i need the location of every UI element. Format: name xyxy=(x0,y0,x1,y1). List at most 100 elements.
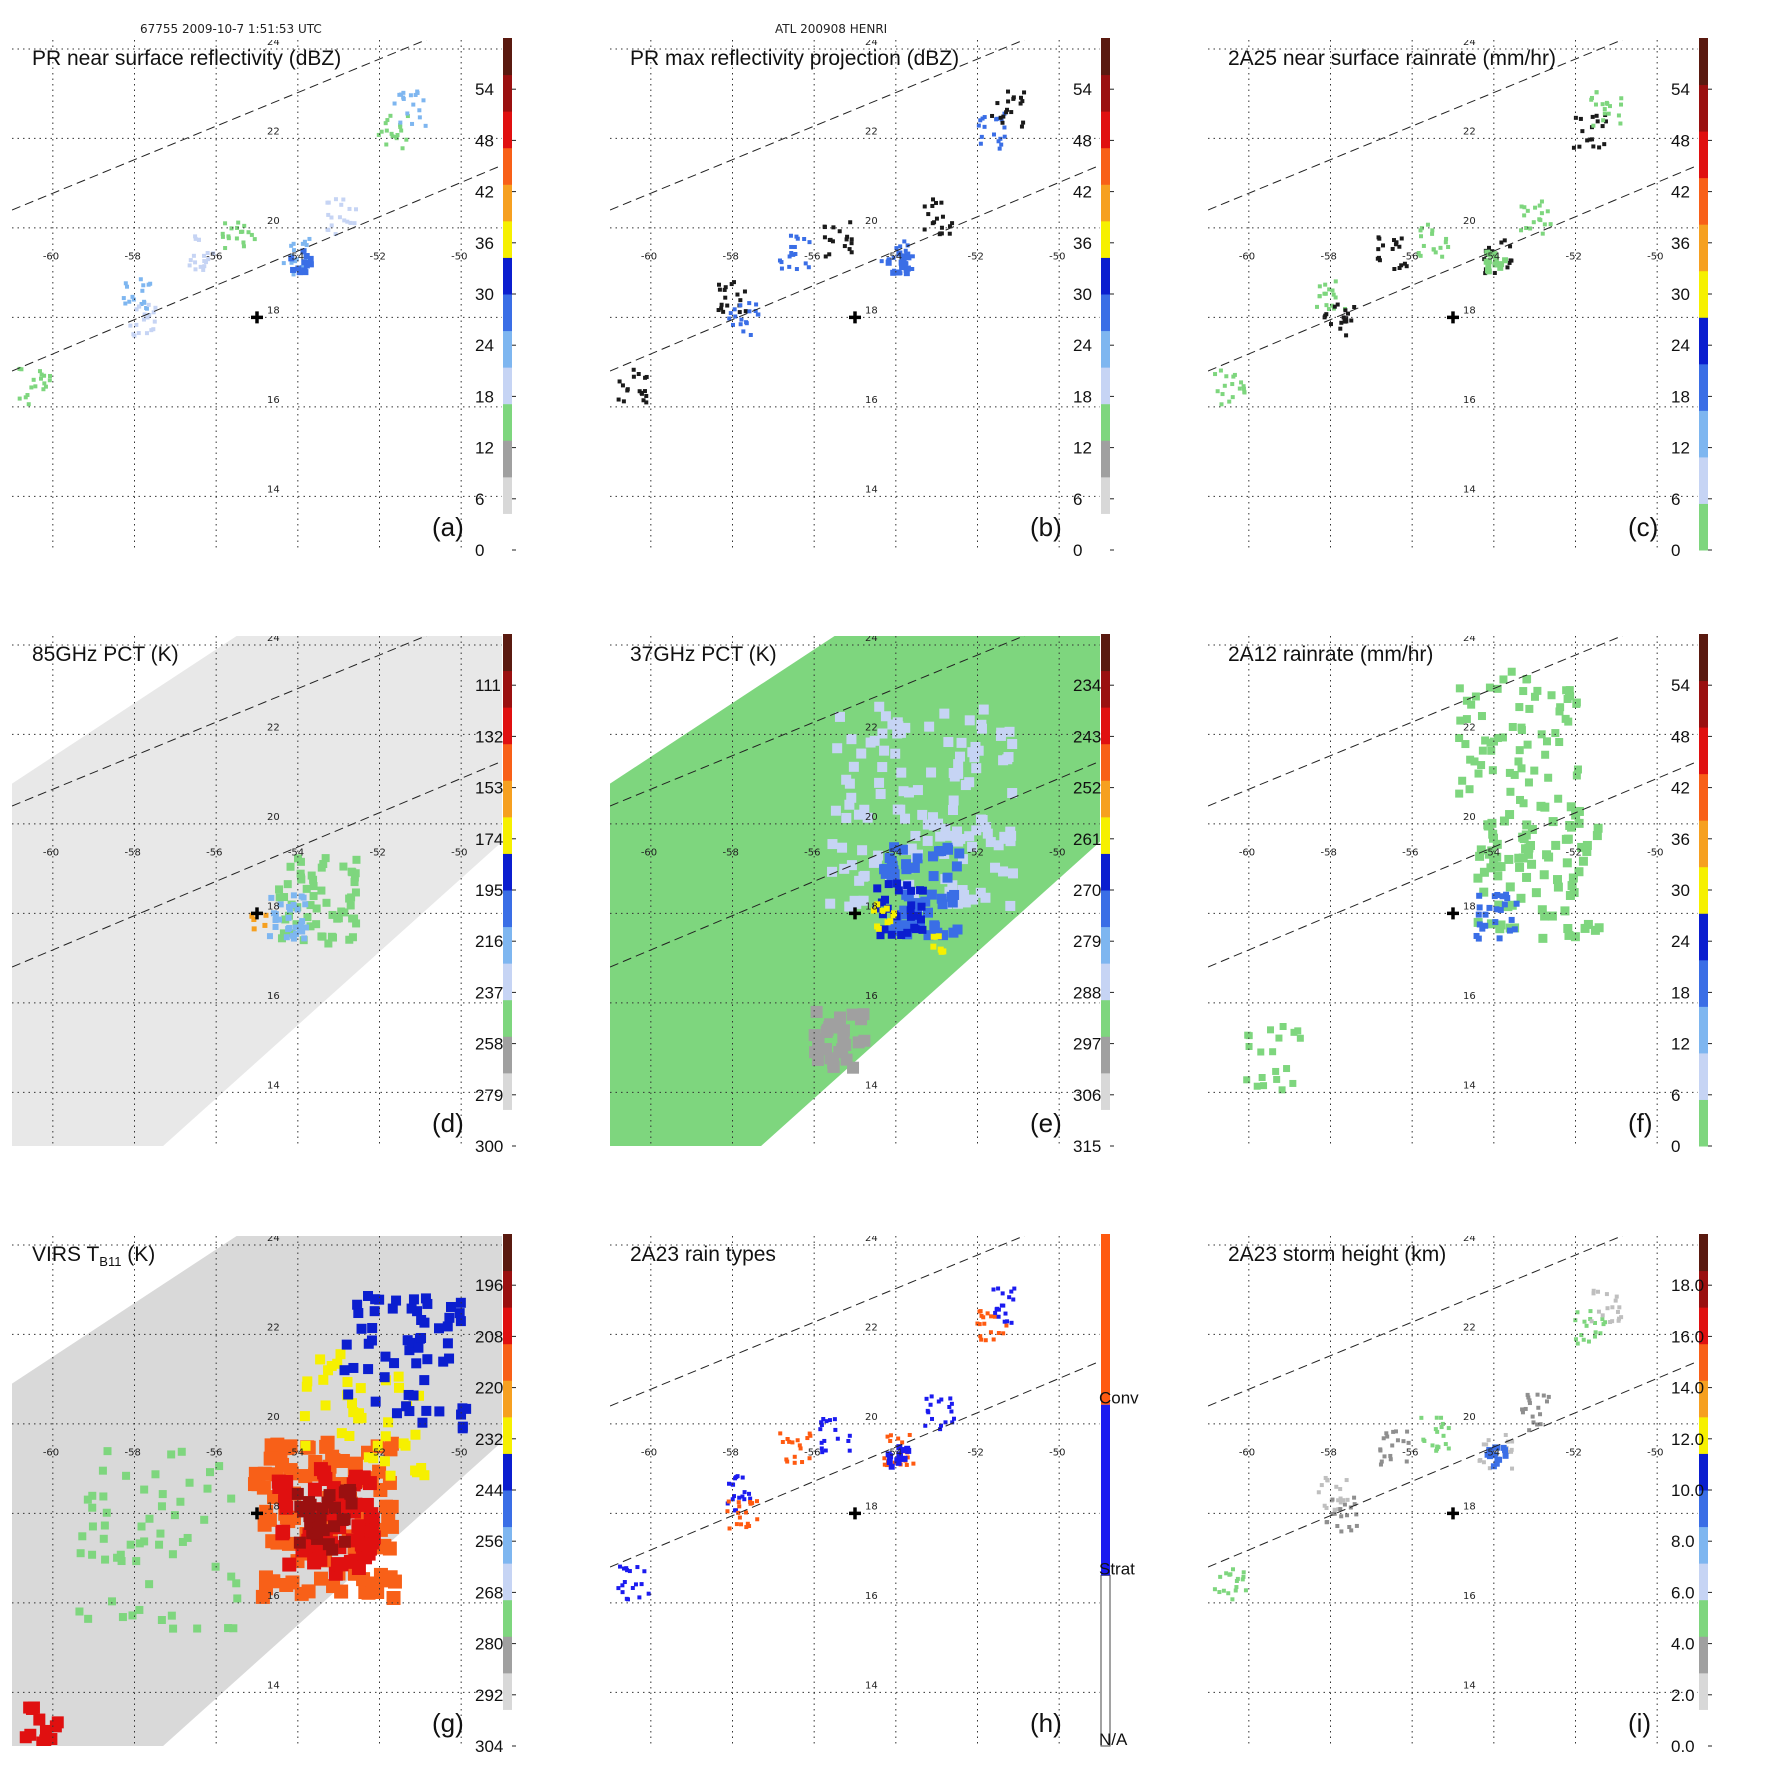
data-cell xyxy=(800,1460,805,1465)
data-cell xyxy=(1554,794,1563,803)
lat-tick-label: 14 xyxy=(1463,1080,1476,1091)
colorbar-segment xyxy=(503,1563,512,1601)
lat-tick-label: 22 xyxy=(1463,1322,1476,1333)
data-cell xyxy=(417,108,422,113)
data-cell xyxy=(1326,307,1331,312)
data-cell xyxy=(1515,746,1524,755)
colorbar-segment xyxy=(503,816,512,854)
colorbar-tick-label: 42 xyxy=(475,183,494,202)
data-cell xyxy=(810,1005,823,1018)
data-cell xyxy=(747,1523,752,1528)
data-cell xyxy=(897,931,906,940)
colorbar-segment xyxy=(1699,959,1708,1007)
data-cell xyxy=(741,329,746,334)
data-cell xyxy=(1388,1457,1393,1462)
data-cell xyxy=(1570,932,1580,942)
data-cell xyxy=(1538,1422,1543,1427)
data-cell xyxy=(1486,863,1496,873)
colorbar-tick-label: 0 xyxy=(1671,541,1680,560)
data-cell xyxy=(618,1564,623,1569)
data-cell xyxy=(307,871,316,880)
data-cell xyxy=(927,812,938,823)
data-cell xyxy=(1522,820,1532,830)
data-cell xyxy=(1587,137,1592,142)
data-cell xyxy=(1497,264,1504,271)
data-cell xyxy=(1604,100,1609,105)
data-cell xyxy=(630,1585,635,1590)
data-cell xyxy=(401,95,406,100)
colorbar-segment xyxy=(503,38,512,76)
data-cell xyxy=(300,1440,311,1451)
data-cell xyxy=(1566,802,1576,812)
data-cell xyxy=(107,1597,116,1606)
colorbar-segment xyxy=(1699,1234,1708,1272)
data-cell xyxy=(1418,253,1423,258)
storm-id-header: ATL 200908 HENRI xyxy=(775,22,888,36)
data-cell xyxy=(201,253,206,258)
panel-label: (b) xyxy=(1030,512,1062,542)
data-cell xyxy=(1494,900,1504,910)
colorbar-segment xyxy=(1101,816,1110,854)
colorbar-tick-label: 300 xyxy=(475,1137,503,1156)
data-cell xyxy=(215,1462,224,1471)
data-cell xyxy=(319,860,328,869)
data-cell xyxy=(852,1036,865,1049)
data-cell xyxy=(98,1466,107,1475)
data-cell xyxy=(889,869,900,880)
data-cell xyxy=(896,1436,901,1441)
data-cell xyxy=(978,1334,983,1339)
data-cell xyxy=(1234,1579,1239,1584)
data-cell xyxy=(1402,261,1407,266)
data-cell xyxy=(993,840,1004,851)
data-cell xyxy=(1492,919,1499,926)
data-cell xyxy=(408,1294,419,1305)
data-cell xyxy=(1377,258,1382,263)
data-cell xyxy=(1430,228,1435,233)
data-cell xyxy=(1378,1462,1383,1467)
lat-tick-label: 24 xyxy=(1463,37,1476,48)
data-cell xyxy=(1218,368,1223,373)
data-cell xyxy=(622,1566,627,1571)
colorbar-tick-label: 18 xyxy=(475,387,494,406)
data-cell xyxy=(272,1479,287,1494)
data-cell xyxy=(1430,1443,1435,1448)
data-cell xyxy=(1492,862,1502,872)
data-cell xyxy=(41,387,46,392)
data-cell xyxy=(379,1372,390,1383)
data-cell xyxy=(950,221,955,226)
data-cell xyxy=(123,301,128,306)
data-cell xyxy=(363,1364,374,1375)
data-cell xyxy=(1319,1483,1324,1488)
data-cell xyxy=(290,892,297,899)
lon-tick-label: -58 xyxy=(125,252,141,263)
data-cell xyxy=(1498,733,1507,742)
data-cell xyxy=(414,1390,425,1401)
data-cell xyxy=(1590,925,1600,935)
data-cell xyxy=(938,948,945,955)
data-cell xyxy=(1221,1588,1226,1593)
data-cell xyxy=(1481,736,1490,745)
data-cell xyxy=(1005,107,1010,112)
data-cell xyxy=(299,918,306,925)
lon-tick-label: -58 xyxy=(1321,1448,1337,1459)
data-cell xyxy=(132,1557,141,1566)
data-cell xyxy=(369,1306,380,1317)
lon-tick-label: -54 xyxy=(886,848,902,859)
lon-tick-label: -58 xyxy=(723,252,739,263)
data-cell xyxy=(822,1438,827,1443)
lat-tick-label: 16 xyxy=(1463,1591,1476,1602)
data-cell xyxy=(272,923,279,930)
colorbar-segment xyxy=(1699,1006,1708,1054)
data-cell xyxy=(1002,134,1007,139)
data-cell xyxy=(949,771,960,782)
data-cell xyxy=(1012,1286,1017,1291)
colorbar-tick-label: 268 xyxy=(475,1583,503,1602)
data-cell xyxy=(951,1416,956,1421)
data-cell xyxy=(281,1514,296,1529)
data-cell xyxy=(755,1499,760,1504)
data-cell xyxy=(444,1353,455,1364)
data-cell xyxy=(723,285,728,290)
data-cell xyxy=(943,830,954,841)
